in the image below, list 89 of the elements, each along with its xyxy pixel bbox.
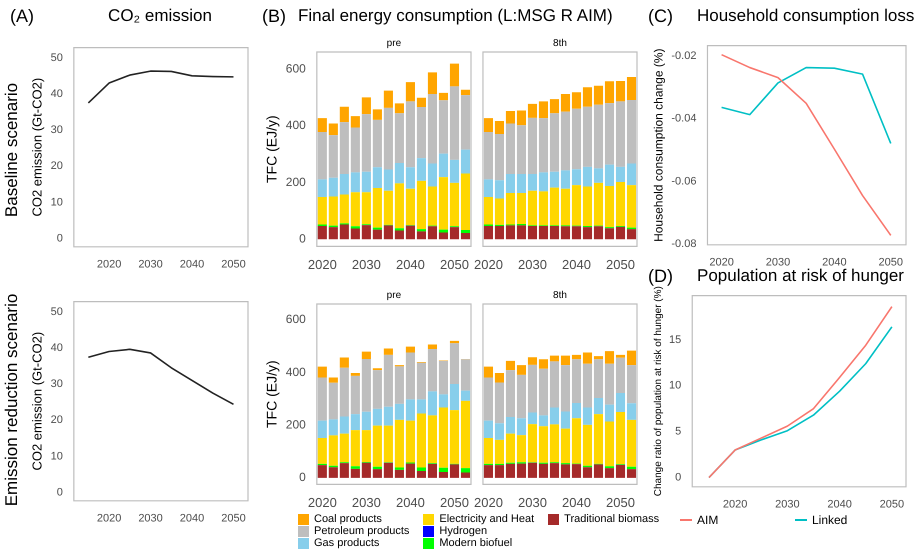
x-tick-label: 2040 bbox=[396, 494, 425, 510]
x-tick-label: 2020 bbox=[474, 494, 503, 510]
x-tick-label: 2030 bbox=[138, 512, 163, 524]
x-tick-label: 2020 bbox=[96, 258, 122, 270]
legend-label: Electricity and Heat bbox=[439, 513, 534, 525]
x-tick-label: 2050 bbox=[440, 494, 469, 510]
y-tick-label: 0 bbox=[56, 232, 63, 245]
y-axis-title: Household consumption change (%) bbox=[652, 48, 666, 242]
legend-label: Coal products bbox=[314, 513, 382, 525]
text: (D) bbox=[648, 266, 673, 286]
chart-subtitle: 8th bbox=[552, 290, 568, 301]
y-axis-title: TFC (EJ/y) bbox=[263, 360, 280, 428]
y-tick-label: 5 bbox=[675, 426, 682, 438]
x-tick-label: 2040 bbox=[827, 498, 852, 510]
y-axis-title: Change ratio of population at risk of hunger (%) bbox=[652, 286, 664, 496]
y-axis-title: CO2 emission (Gt-CO2) bbox=[29, 78, 44, 217]
x-tick-label: 2020 bbox=[722, 498, 748, 510]
y-tick-label: 400 bbox=[286, 118, 306, 132]
x-tick-label: 2030 bbox=[518, 494, 547, 510]
chart-subtitle: pre bbox=[386, 290, 402, 301]
text: Baseline scenario bbox=[2, 82, 22, 218]
legend-label: Traditional biomass bbox=[564, 513, 660, 525]
text: (A) bbox=[10, 6, 34, 27]
chart-title: Household consumption loss bbox=[697, 6, 914, 26]
y-tick-label: 400 bbox=[286, 364, 306, 379]
chart-title: Final energy consumption (L:MSG R AIM) bbox=[298, 6, 613, 26]
y-tick-label: 10 bbox=[668, 380, 682, 392]
y-tick-label: -0.08 bbox=[671, 238, 696, 250]
x-tick-label: 2040 bbox=[180, 512, 204, 524]
x-tick-label: 2020 bbox=[308, 494, 337, 510]
chart-title: CO₂ emission bbox=[107, 6, 213, 26]
y-tick-label: 600 bbox=[286, 312, 306, 326]
y-tick-label: 0 bbox=[675, 472, 682, 484]
x-tick-label: 2040 bbox=[822, 256, 847, 268]
x-tick-label: 2030 bbox=[775, 498, 800, 510]
legend-label: Linked bbox=[812, 513, 848, 527]
y-tick-label: 200 bbox=[286, 174, 306, 189]
x-tick-label: 2020 bbox=[308, 256, 337, 272]
y-tick-label: 10 bbox=[50, 196, 63, 208]
y-tick-label: -0.06 bbox=[671, 175, 696, 188]
y-tick-label: 40 bbox=[50, 342, 63, 354]
y-tick-label: 30 bbox=[50, 124, 63, 136]
y-tick-label: -0.04 bbox=[671, 112, 696, 125]
text: Emission reduction scenario bbox=[2, 294, 22, 506]
x-tick-label: 2040 bbox=[562, 256, 591, 272]
y-tick-label: 600 bbox=[286, 61, 306, 76]
x-tick-label: 2050 bbox=[221, 512, 246, 524]
x-tick-label: 2020 bbox=[96, 512, 122, 524]
y-tick-label: 0 bbox=[299, 232, 306, 246]
y-tick-label: 0 bbox=[56, 486, 63, 499]
x-tick-label: 2050 bbox=[878, 256, 904, 268]
y-axis-title: TFC (EJ/y) bbox=[263, 115, 280, 184]
text: (C) bbox=[648, 6, 673, 27]
x-tick-label: 2040 bbox=[180, 258, 204, 270]
x-tick-label: 2030 bbox=[766, 256, 790, 268]
x-tick-label: 2050 bbox=[606, 494, 635, 510]
chart-subtitle: pre bbox=[386, 38, 402, 49]
y-tick-label: 200 bbox=[286, 417, 306, 432]
y-axis-title: CO2 emission (Gt-CO2) bbox=[29, 332, 44, 471]
y-tick-label: 20 bbox=[50, 414, 63, 426]
x-tick-label: 2040 bbox=[562, 494, 591, 510]
y-tick-label: 50 bbox=[50, 306, 63, 318]
x-tick-label: 2050 bbox=[221, 258, 246, 270]
x-tick-label: 2050 bbox=[440, 256, 469, 272]
y-tick-label: 0 bbox=[299, 470, 306, 484]
x-tick-label: 2020 bbox=[709, 256, 734, 268]
legend-label: Modern biofuel bbox=[439, 537, 512, 549]
y-tick-label: 40 bbox=[50, 88, 63, 100]
x-tick-label: 2040 bbox=[396, 256, 425, 272]
y-tick-label: 50 bbox=[50, 52, 63, 64]
x-tick-label: 2030 bbox=[518, 256, 547, 272]
y-tick-label: -0.02 bbox=[671, 50, 696, 62]
text: (B) bbox=[262, 6, 286, 27]
x-tick-label: 2030 bbox=[352, 494, 381, 510]
chart-subtitle: 8th bbox=[552, 38, 568, 49]
x-tick-label: 2030 bbox=[138, 258, 163, 270]
x-tick-label: 2030 bbox=[352, 256, 381, 272]
x-tick-label: 2020 bbox=[474, 256, 503, 272]
y-tick-label: 10 bbox=[50, 450, 63, 462]
legend-label: Petroleum products bbox=[314, 525, 410, 537]
y-tick-label: 15 bbox=[668, 334, 682, 346]
y-tick-label: 20 bbox=[50, 160, 63, 172]
legend-label: Gas products bbox=[314, 537, 380, 549]
x-tick-label: 2050 bbox=[606, 256, 635, 272]
legend-label: AIM bbox=[697, 513, 718, 527]
legend-label: Hydrogen bbox=[439, 525, 488, 537]
y-tick-label: 30 bbox=[50, 378, 63, 390]
x-tick-label: 2050 bbox=[880, 498, 904, 510]
chart-title: Population at risk of hunger bbox=[697, 266, 904, 286]
